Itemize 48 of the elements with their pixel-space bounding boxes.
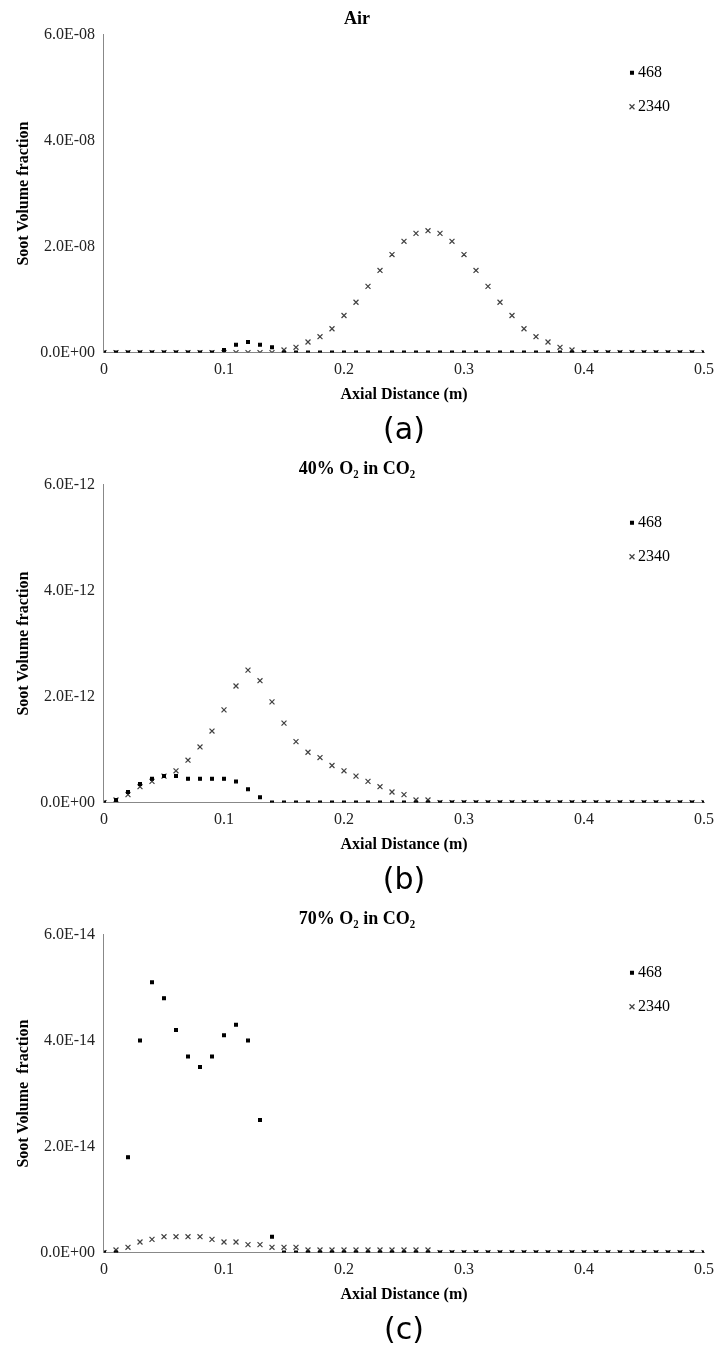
x-tick-label: 0.2 — [334, 1260, 354, 1278]
text: (a) — [383, 410, 425, 446]
y-tick-label: 2.0E-14 — [43, 1136, 95, 1154]
legend-label: 2340 — [638, 96, 670, 114]
chart-title: Air — [344, 8, 370, 29]
legend-label: 2340 — [638, 996, 670, 1014]
y-tick-label: 4.0E-14 — [43, 1030, 95, 1048]
chart-title: 70% O₂ in CO₂ — [298, 908, 416, 929]
y-tick-label: 6.0E-12 — [43, 474, 95, 492]
y-tick-label: 0.0E+00 — [40, 1242, 95, 1260]
x-tick-label: 0 — [100, 360, 108, 378]
x-tick-label: 0.4 — [574, 1260, 594, 1278]
x-tick-label: 0 — [100, 1260, 108, 1278]
x-tick-label: 0.4 — [574, 360, 594, 378]
y-axis-title: Soot Volume fraction — [13, 121, 31, 266]
x-tick-label: 0.2 — [334, 810, 354, 828]
text: (c) — [384, 1310, 424, 1346]
x-tick-label: 0 — [100, 810, 108, 828]
x-axis-title: Axial Distance (m) — [340, 834, 468, 853]
y-tick-label: 0.0E+00 — [40, 792, 95, 810]
y-axis-title: Soot Volume fraction — [13, 1019, 31, 1168]
x-axis-title: Axial Distance (m) — [340, 1284, 468, 1303]
y-tick-label: 4.0E-12 — [43, 580, 95, 598]
text: (b) — [382, 860, 426, 896]
x-axis-title: Axial Distance (m) — [340, 384, 468, 403]
y-tick-label: 4.0E-08 — [43, 130, 95, 148]
y-tick-label: 2.0E-08 — [43, 236, 95, 254]
x-tick-label: 0.5 — [694, 1260, 714, 1278]
x-tick-label: 0.1 — [214, 360, 234, 378]
x-tick-label: 0.1 — [214, 810, 234, 828]
x-tick-label: 0.2 — [334, 360, 354, 378]
y-tick-label: 6.0E-08 — [43, 24, 95, 42]
chart-title: 40% O₂ in CO₂ — [298, 458, 416, 479]
y-axis-title: Soot Volume fraction — [13, 571, 31, 716]
legend-label: 468 — [638, 962, 662, 980]
legend-label: 2340 — [638, 546, 670, 564]
x-tick-label: 0.5 — [694, 360, 714, 378]
x-tick-label: 0.1 — [214, 1260, 234, 1278]
y-tick-label: 0.0E+00 — [40, 342, 95, 360]
x-tick-label: 0.5 — [694, 810, 714, 828]
legend-label: 468 — [638, 62, 662, 80]
x-tick-label: 0.3 — [454, 810, 474, 828]
y-tick-label: 2.0E-12 — [43, 686, 95, 704]
y-tick-label: 6.0E-14 — [43, 924, 95, 942]
x-tick-label: 0.3 — [454, 360, 474, 378]
legend-label: 468 — [638, 512, 662, 530]
x-tick-label: 0.3 — [454, 1260, 474, 1278]
x-tick-label: 0.4 — [574, 810, 594, 828]
